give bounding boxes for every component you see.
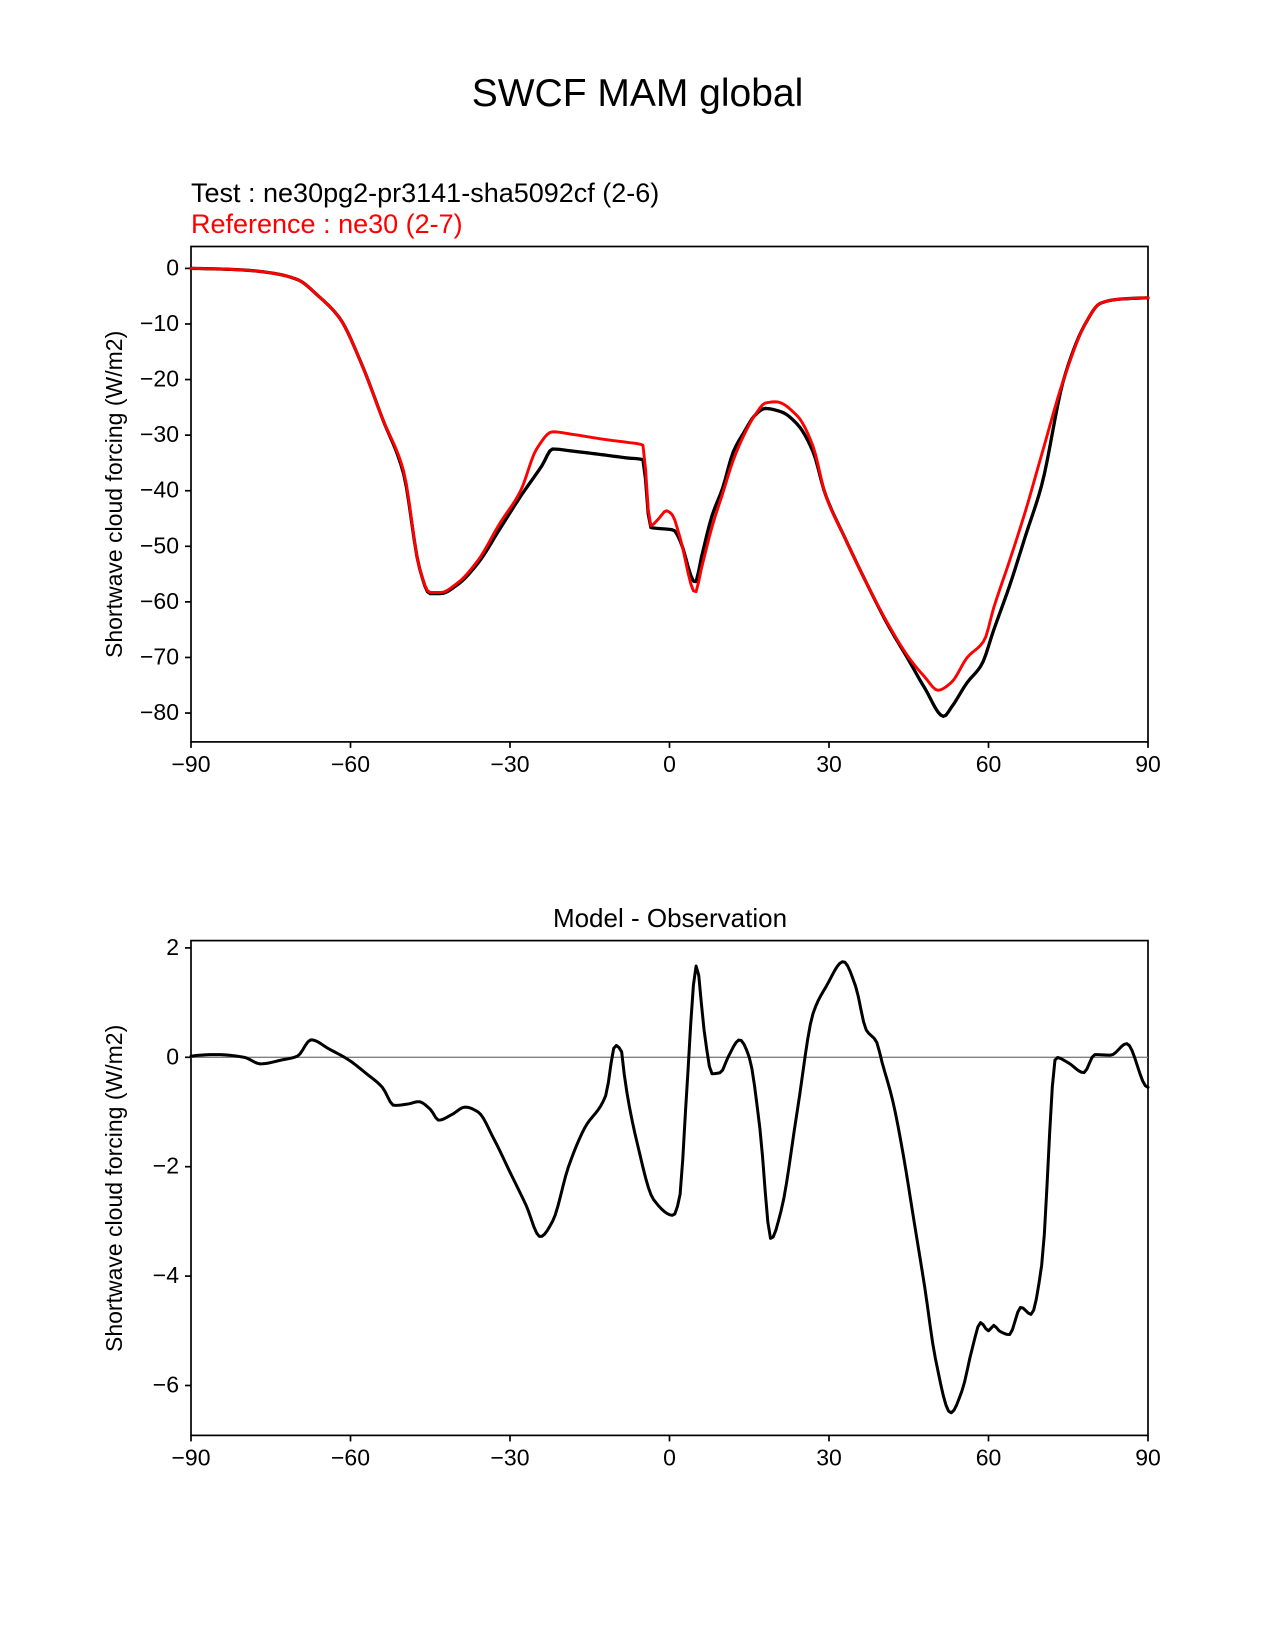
svg-text:−60: −60 xyxy=(140,588,179,614)
svg-text:0: 0 xyxy=(166,254,179,280)
svg-text:30: 30 xyxy=(816,751,842,777)
svg-text:−6: −6 xyxy=(153,1372,179,1398)
svg-text:−60: −60 xyxy=(331,1444,370,1470)
svg-text:90: 90 xyxy=(1135,1444,1161,1470)
svg-text:−30: −30 xyxy=(140,421,179,447)
svg-text:−2: −2 xyxy=(153,1153,179,1179)
svg-text:2: 2 xyxy=(166,934,179,960)
svg-text:30: 30 xyxy=(816,1444,842,1470)
svg-text:0: 0 xyxy=(663,751,676,777)
svg-text:−90: −90 xyxy=(171,751,210,777)
svg-text:−80: −80 xyxy=(140,699,179,725)
svg-text:0: 0 xyxy=(663,1444,676,1470)
svg-text:−30: −30 xyxy=(490,751,529,777)
svg-text:−60: −60 xyxy=(331,751,370,777)
svg-text:60: 60 xyxy=(976,1444,1002,1470)
svg-text:90: 90 xyxy=(1135,751,1161,777)
svg-text:0: 0 xyxy=(166,1043,179,1069)
svg-text:−20: −20 xyxy=(140,366,179,392)
svg-text:−30: −30 xyxy=(490,1444,529,1470)
svg-text:60: 60 xyxy=(976,751,1002,777)
svg-text:−70: −70 xyxy=(140,643,179,669)
svg-text:−10: −10 xyxy=(140,310,179,336)
svg-text:−4: −4 xyxy=(153,1262,179,1288)
svg-text:−90: −90 xyxy=(171,1444,210,1470)
svg-text:−40: −40 xyxy=(140,477,179,503)
svg-text:−50: −50 xyxy=(140,532,179,558)
